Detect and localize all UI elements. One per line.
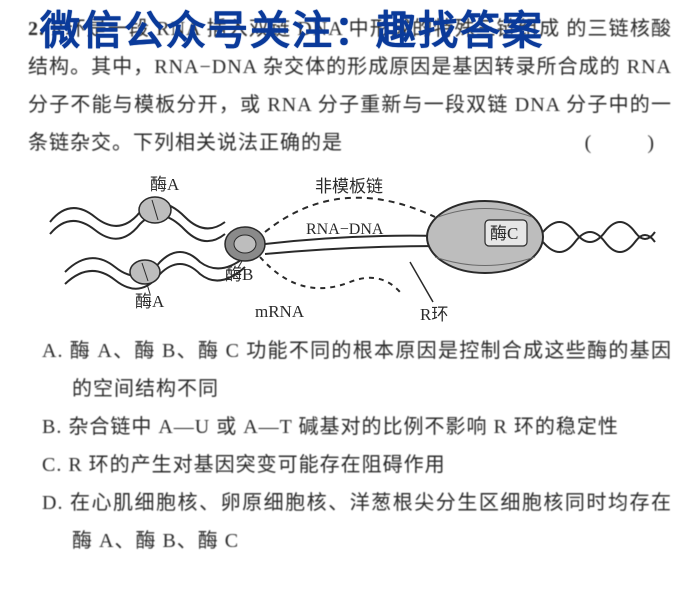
diagram-svg: 酶A 酶A 酶B 非模板链 RNA−DNA mRNA R环 [40, 162, 660, 332]
dna-strand-top-2 [50, 215, 225, 241]
question-block: 2.R环是一段 RNA 插入双链 DNA 中形成的特殊三链组成 的三链核酸结构。… [0, 0, 700, 570]
options-block: A. 酶 A、酶 B、酶 C 功能不同的根本原因是控制合成这些酶的基因的空间结构… [28, 332, 672, 560]
answer-paren: ( ) [585, 124, 672, 162]
option-b: B. 杂合链中 A—U 或 A—T 碱基对的比例不影响 R 环的稳定性 [42, 408, 672, 446]
rloop-label: R环 [420, 305, 448, 324]
rna-dna-label: RNA−DNA [306, 221, 384, 238]
option-c: C. R 环的产生对基因突变可能存在阻碍作用 [42, 446, 672, 484]
enzyme-b-label: 酶B [225, 265, 253, 284]
enzyme-a-bottom-label: 酶A [135, 292, 165, 311]
dna-strand-top [50, 203, 225, 228]
mrna-label: mRNA [255, 302, 305, 321]
watermark-text: 微信公众号关注：趣找答案 [40, 0, 544, 56]
rloop-pointer [410, 262, 433, 302]
enzyme-b-inner-icon [234, 235, 256, 253]
enzyme-a-top-label: 酶A [150, 175, 180, 194]
rloop-diagram: 酶A 酶A 酶B 非模板链 RNA−DNA mRNA R环 [28, 162, 672, 332]
option-d: D. 在心肌细胞核、卵原细胞核、洋葱根尖分生区细胞核同时均存在酶 A、酶 B、酶… [42, 484, 672, 560]
non-template-label: 非模板链 [315, 177, 383, 196]
enzyme-c-label: 酶C [490, 224, 518, 243]
option-a: A. 酶 A、酶 B、酶 C 功能不同的根本原因是控制合成这些酶的基因的空间结构… [42, 332, 672, 408]
mrna-strand [260, 257, 400, 292]
rna-dna-bottom [265, 246, 440, 254]
